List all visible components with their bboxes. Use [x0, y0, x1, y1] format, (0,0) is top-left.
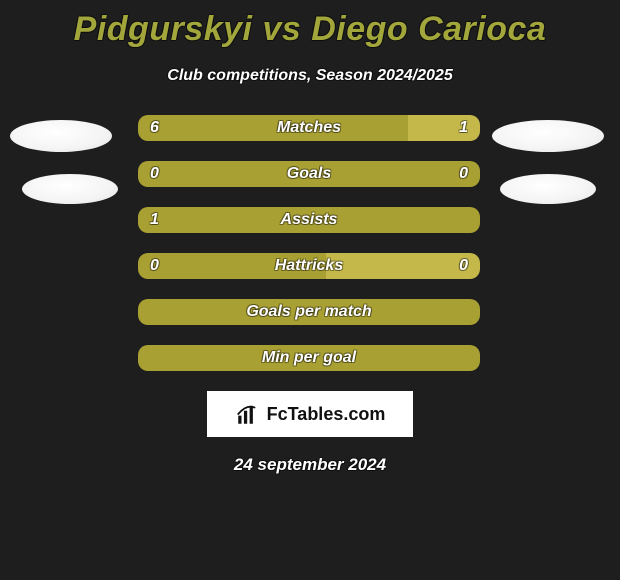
logo-box: FcTables.com — [207, 391, 413, 437]
stat-row: Hattricks00 — [0, 253, 620, 279]
stat-label: Goals per match — [138, 299, 480, 325]
stat-row: Goals per match — [0, 299, 620, 325]
stat-value-right: 1 — [428, 115, 468, 141]
stat-value-left: 0 — [150, 161, 190, 187]
stat-value-left: 0 — [150, 253, 190, 279]
stat-value-left: 1 — [150, 207, 190, 233]
stats-bars: Matches61Goals00Assists1Hattricks00Goals… — [0, 115, 620, 371]
stat-value-left: 6 — [150, 115, 190, 141]
stat-label: Min per goal — [138, 345, 480, 371]
date-line: 24 september 2024 — [0, 455, 620, 475]
stat-row: Assists1 — [0, 207, 620, 233]
stat-row: Goals00 — [0, 161, 620, 187]
stat-row: Matches61 — [0, 115, 620, 141]
comparison-infographic: Pidgurskyi vs Diego Carioca Club competi… — [0, 0, 620, 580]
fctables-icon — [235, 401, 261, 427]
page-subtitle: Club competitions, Season 2024/2025 — [0, 67, 620, 85]
stat-value-right: 0 — [428, 161, 468, 187]
stat-value-right: 0 — [428, 253, 468, 279]
logo-text: FcTables.com — [267, 404, 386, 425]
stat-row: Min per goal — [0, 345, 620, 371]
page-title: Pidgurskyi vs Diego Carioca — [0, 0, 620, 49]
